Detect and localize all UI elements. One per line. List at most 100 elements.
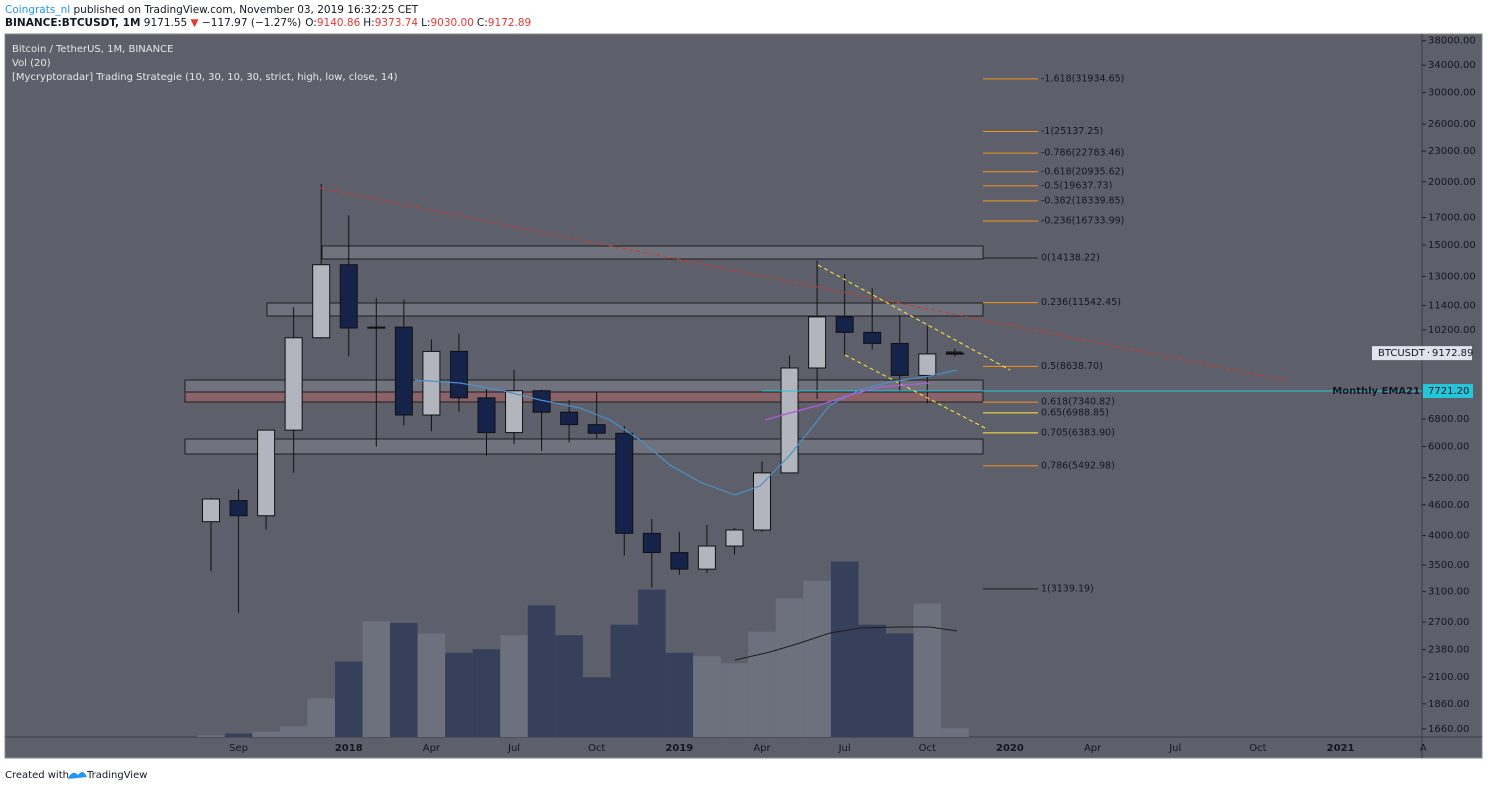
volume-bar xyxy=(775,598,804,737)
fib-label: 0.786(5492.98) xyxy=(1041,460,1115,471)
y-tick-label: 4000.00 xyxy=(1428,531,1469,542)
candle-body xyxy=(835,316,854,333)
candle-body xyxy=(670,552,689,570)
volume-bar xyxy=(858,624,886,737)
candle-body xyxy=(890,342,909,376)
candle-body xyxy=(780,367,799,474)
x-tick-label: 2019 xyxy=(665,743,693,754)
volume-bar xyxy=(224,733,253,737)
legend-item: [Mycryptoradar] Trading Strategie (10, 3… xyxy=(12,72,398,83)
y-tick-label: 3500.00 xyxy=(1428,560,1469,571)
header-line: Coingrats_nl published on TradingView.co… xyxy=(5,4,419,16)
last-price-value: 9172.89 xyxy=(1432,348,1473,359)
zone xyxy=(321,245,984,260)
volume-bar xyxy=(527,605,556,737)
candle-body xyxy=(918,353,937,376)
x-tick-label: A xyxy=(1420,743,1427,754)
candle-body xyxy=(808,316,827,369)
fib-label: -1.618(31934.65) xyxy=(1041,73,1124,84)
y-tick-label: 6800.00 xyxy=(1428,414,1469,425)
x-tick-label: Oct xyxy=(588,743,605,754)
volume-bar xyxy=(913,603,942,737)
volume-bar xyxy=(693,656,721,737)
fib-label: 0.705(6383.90) xyxy=(1041,427,1115,438)
last-price-sep: · xyxy=(1427,348,1430,359)
candle-body xyxy=(202,498,220,523)
ema-price: 7721.20 xyxy=(1428,386,1469,397)
ohlc-key: O: xyxy=(305,17,317,29)
volume-bar xyxy=(362,621,391,737)
legend-item: Bitcoin / TetherUS, 1M, BINANCE xyxy=(12,44,173,55)
x-tick-label: 2020 xyxy=(996,743,1024,754)
fib-label: -1(25137.25) xyxy=(1041,126,1103,137)
volume-bar xyxy=(197,735,225,737)
candle-body xyxy=(367,326,386,329)
volume-bar xyxy=(638,589,666,737)
fib-label: -0.786(22783.46) xyxy=(1041,148,1124,159)
footer-brand[interactable]: TradingView xyxy=(86,770,147,781)
volume-bar xyxy=(279,726,308,737)
y-tick-label: 26000.00 xyxy=(1428,119,1476,130)
y-tick-label: 5200.00 xyxy=(1428,473,1469,484)
volume-bar xyxy=(610,624,639,737)
y-tick-label: 6000.00 xyxy=(1428,441,1469,452)
volume-bar xyxy=(417,633,446,737)
last-price-symbol: BTCUSDT xyxy=(1378,348,1426,359)
ohlc: O:9140.86 H:9373.74 L:9030.00 C:9172.89 xyxy=(305,17,531,29)
ohlc-value: 9030.00 xyxy=(431,17,474,29)
volume-bar xyxy=(830,561,859,737)
candle-body xyxy=(642,532,661,554)
y-tick-label: 20000.00 xyxy=(1428,177,1476,188)
arrow: ▼ xyxy=(191,17,200,29)
ema-line xyxy=(414,369,958,496)
candle-body xyxy=(477,397,496,434)
ohlc-value: 9373.74 xyxy=(375,17,419,29)
author[interactable]: Coingrats_nl xyxy=(5,4,70,16)
ohlc-key: L: xyxy=(421,17,430,29)
ema-price-box xyxy=(1423,384,1473,399)
y-tick-label: 11400.00 xyxy=(1428,300,1476,311)
candle-body xyxy=(505,390,524,434)
x-tick-label: Apr xyxy=(753,743,771,754)
y-tick-label: 10200.00 xyxy=(1428,325,1476,336)
fib-label: 0(14138.22) xyxy=(1041,253,1100,264)
ema-name: Monthly EMA21 xyxy=(1332,386,1420,397)
symbol: BINANCE:BTCUSDT, 1M xyxy=(5,17,140,29)
volume-bar xyxy=(445,652,473,737)
candle-body xyxy=(257,429,276,517)
x-tick-label: 2018 xyxy=(335,743,363,754)
volume-bar xyxy=(885,633,914,737)
y-tick-label: 15000.00 xyxy=(1428,240,1476,251)
y-tick-label: 2700.00 xyxy=(1428,617,1469,628)
x-tick-label: 2021 xyxy=(1327,743,1355,754)
candle-body xyxy=(560,411,579,426)
ohlc-value: 9140.86 xyxy=(317,17,361,29)
change: −117.97 (−1.27%) xyxy=(202,17,301,29)
x-tick-label: Oct xyxy=(919,743,936,754)
footer-text: Created with xyxy=(5,770,69,781)
fib-label: -0.5(19637.73) xyxy=(1041,180,1112,191)
y-tick-label: 3100.00 xyxy=(1428,587,1469,598)
volume-bar xyxy=(720,663,749,737)
volume-bar xyxy=(803,580,831,737)
y-tick-label: 2380.00 xyxy=(1428,645,1469,656)
candle-body xyxy=(284,337,303,431)
x-tick-label: Apr xyxy=(1084,743,1102,754)
volume-bar xyxy=(252,731,280,737)
marks: 38000.00 34000.00 30000.00 26000.00 23000.00… xyxy=(197,36,1476,754)
y-tick-label: 23000.00 xyxy=(1428,146,1476,157)
price: 9171.55 xyxy=(144,17,187,29)
volume-bar xyxy=(390,622,418,737)
symbol-line: BINANCE:BTCUSDT, 1M 9171.55 ▼ −117.97 (−… xyxy=(5,17,531,29)
candle-body xyxy=(725,529,744,547)
fib-label: -0.382(18339.85) xyxy=(1041,195,1124,206)
candle-body xyxy=(394,326,413,416)
volume-bar xyxy=(582,677,611,737)
zone xyxy=(184,379,984,393)
x-tick-label: Apr xyxy=(423,743,441,754)
volume-bar xyxy=(748,631,776,737)
volume-bar xyxy=(472,649,501,737)
y-tick-label: 2100.00 xyxy=(1428,672,1469,683)
candle-body xyxy=(229,500,248,517)
